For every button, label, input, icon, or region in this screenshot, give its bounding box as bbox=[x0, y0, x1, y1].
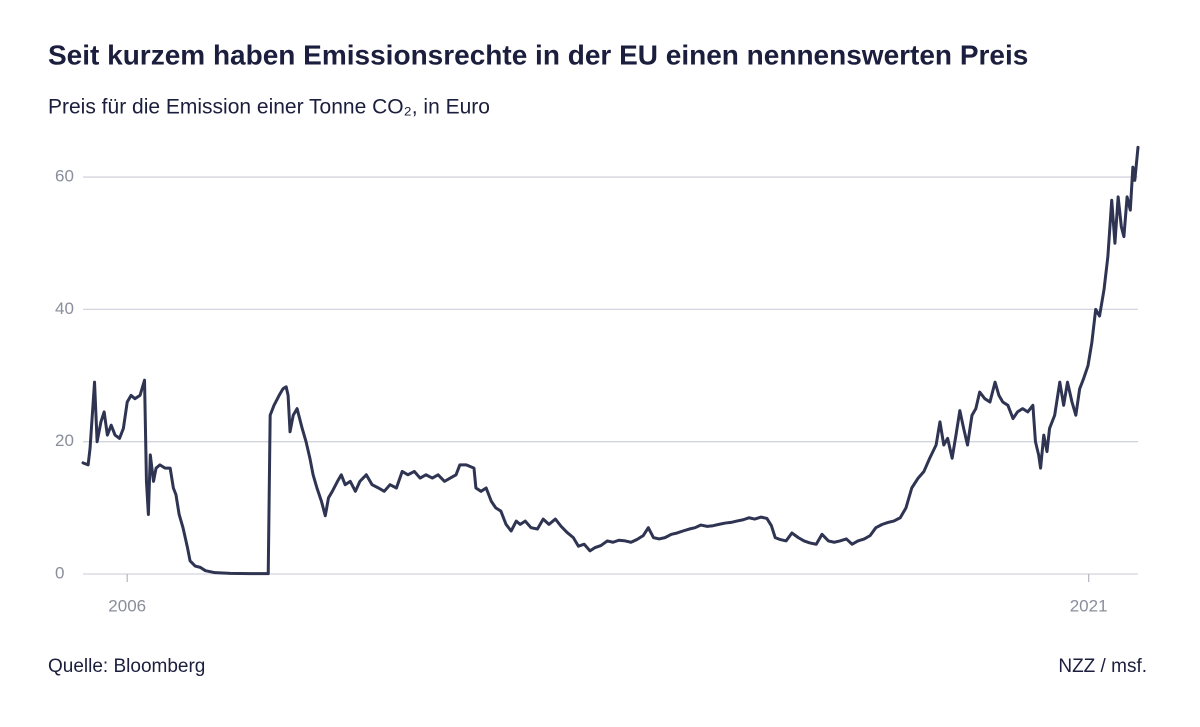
y-tick-label: 0 bbox=[55, 563, 64, 582]
chart-title: Seit kurzem haben Emissionsrechte in der… bbox=[48, 39, 1028, 70]
y-tick-label: 60 bbox=[55, 167, 74, 186]
y-tick-label: 40 bbox=[55, 299, 74, 318]
price-line bbox=[81, 145, 1140, 576]
x-tick-label: 2006 bbox=[108, 596, 146, 615]
y-tick-label: 20 bbox=[55, 431, 74, 450]
credit: NZZ / msf. bbox=[1058, 656, 1147, 677]
x-tick-label: 2021 bbox=[1070, 596, 1108, 615]
chart-subtitle: Preis für die Emission einer Tonne CO₂, … bbox=[48, 96, 490, 119]
source: Quelle: Bloomberg bbox=[48, 656, 205, 677]
